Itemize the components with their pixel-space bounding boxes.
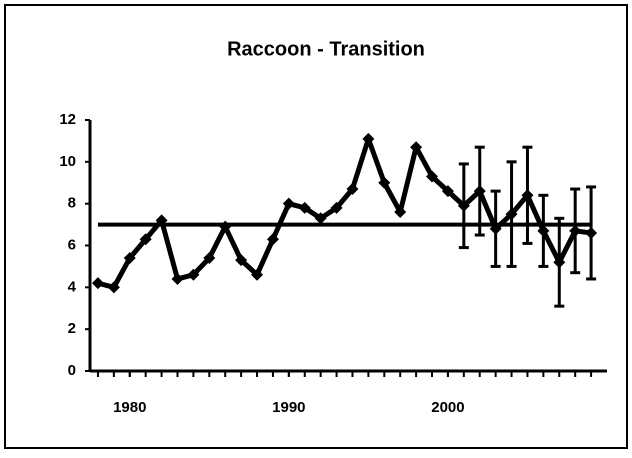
marker [139,233,152,246]
marker [346,183,359,196]
marker [203,252,216,265]
x-tick-label: 2000 [431,399,464,416]
marker [441,185,454,198]
marker [457,199,470,212]
marker [537,224,550,237]
marker [187,268,200,281]
marker [282,197,295,210]
marker [219,220,232,233]
marker [585,226,598,239]
marker [378,176,391,189]
marker [362,132,375,145]
marker [298,201,311,214]
chart-title: Raccoon - Transition [227,38,425,60]
x-tick-label: 1980 [113,399,146,416]
marker [553,256,566,269]
marker [123,252,136,265]
marker [235,254,248,267]
marker [171,272,184,285]
marker [251,268,264,281]
marker [569,224,582,237]
y-tick-label: 10 [59,153,76,170]
marker [155,214,168,227]
y-tick-label: 8 [68,195,76,212]
marker [314,212,327,225]
marker [521,189,534,202]
marker [91,277,104,290]
marker [489,222,502,235]
marker [266,233,279,246]
marker [107,281,120,294]
marker [473,185,486,198]
marker [426,170,439,183]
y-tick-label: 2 [68,320,76,337]
y-tick-label: 0 [68,362,76,379]
y-tick-label: 4 [68,278,77,295]
marker [394,206,407,219]
marker [330,201,343,214]
marker [410,141,423,154]
y-tick-label: 6 [68,236,76,253]
x-tick-label: 1990 [272,399,305,416]
y-tick-label: 12 [59,111,76,128]
marker [505,208,518,221]
